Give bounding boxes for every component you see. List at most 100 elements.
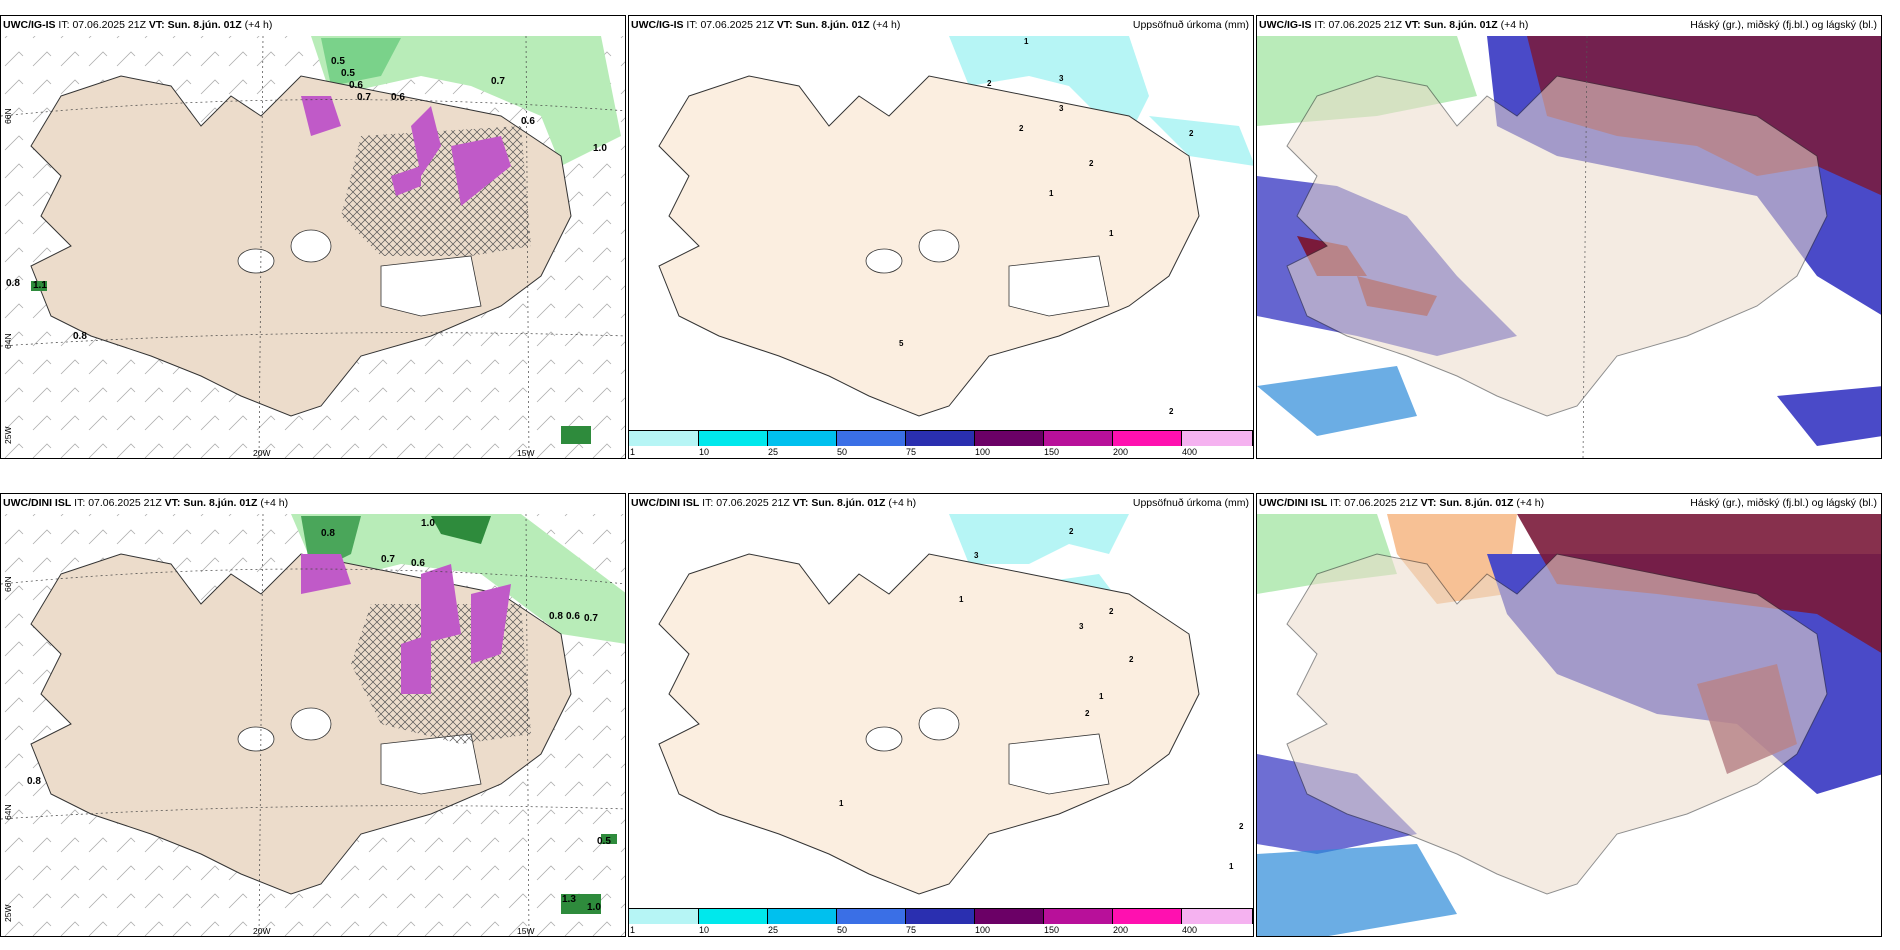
vis-value: 0.8 [27, 776, 41, 787]
colorbar-tick: 25 [768, 925, 779, 935]
vis-value: 0.8 [73, 331, 87, 342]
colorbar-tick: 75 [906, 447, 917, 457]
precip-value: 2 [1085, 709, 1090, 718]
colorbar-swatch [1113, 430, 1182, 446]
precip-title: Uppsöfnuð úrkoma (mm) [1132, 19, 1249, 31]
colorbar-swatch [837, 430, 906, 446]
colorbar-swatch [837, 908, 906, 924]
precip-value: 2 [1169, 407, 1174, 416]
colorbar-tick: 100 [975, 447, 991, 457]
colorbar-swatch [629, 430, 699, 446]
precip-value: 3 [974, 551, 979, 560]
visibility-map: 0.5 0.5 0.6 0.7 0.6 0.7 0.6 1.0 0.8 1.1 … [1, 35, 625, 458]
vis-value: 0.7 [491, 76, 505, 87]
vis-value: 0.5 [331, 56, 345, 67]
lat-label: 66N [3, 108, 13, 124]
vis-value: 1.1 [33, 280, 47, 291]
colorbar-tick: 1 [630, 925, 636, 935]
cloud-map [1257, 514, 1881, 936]
colorbar-tick: 150 [1044, 447, 1060, 457]
lon-label: 20W [253, 448, 271, 458]
cloud-title: Háský (gr.), miðský (fj.bl.) og lágský (… [1690, 19, 1877, 31]
vis-value: 0.6 [521, 116, 535, 127]
colorbar-swatch [975, 430, 1044, 446]
lon-label: 15W [517, 448, 535, 458]
precip-value: 2 [1019, 124, 1024, 133]
precip-value: 2 [1239, 822, 1244, 831]
colorbar-swatch [1113, 908, 1182, 924]
lon-label: 20W [253, 926, 271, 936]
panel-header: UWC/IG-IS IT: 07.06.2025 21Z VT: Sun. 8.… [1259, 19, 1529, 31]
panel-header: UWC/DINI ISL IT: 07.06.2025 21Z VT: Sun.… [1259, 497, 1545, 509]
panel-precip-top: UWC/IG-IS IT: 07.06.2025 21Z VT: Sun. 8.… [628, 15, 1254, 459]
precip-value: 1 [1229, 862, 1234, 871]
vis-value: 0.6 [391, 92, 405, 103]
vis-value: 0.8 [549, 611, 563, 622]
colorbar-swatch [906, 430, 975, 446]
lat-label: 64N [3, 333, 13, 349]
vis-value: 0.6 [411, 558, 425, 569]
panel-header: UWC/IG-IS IT: 07.06.2025 21Z VT: Sun. 8.… [3, 19, 273, 31]
precip-title: Uppsöfnuð úrkoma (mm) [1132, 497, 1249, 509]
cloud-title: Háský (gr.), miðský (fj.bl.) og lágský (… [1690, 497, 1877, 509]
panel-clouds-top: UWC/IG-IS IT: 07.06.2025 21Z VT: Sun. 8.… [1256, 15, 1882, 459]
precip-value: 3 [1079, 622, 1084, 631]
colorbar-tick: 150 [1044, 925, 1060, 935]
vis-value: 0.8 [321, 528, 335, 539]
lat-label: 25W [3, 426, 13, 444]
precip-value: 2 [1089, 159, 1094, 168]
panel-clouds-bottom: UWC/DINI ISL IT: 07.06.2025 21Z VT: Sun.… [1256, 493, 1882, 937]
colorbar-tick: 200 [1113, 447, 1129, 457]
precip-value: 5 [899, 339, 904, 348]
precip-value: 1 [1099, 692, 1104, 701]
vis-value: 0.7 [381, 554, 395, 565]
colorbar-tick: 200 [1113, 925, 1129, 935]
panel-precip-bottom: UWC/DINI ISL IT: 07.06.2025 21Z VT: Sun.… [628, 493, 1254, 937]
precip-value: 1 [839, 799, 844, 808]
panel-visibility-top: UWC/IG-IS IT: 07.06.2025 21Z VT: Sun. 8.… [0, 15, 626, 459]
precip-colorbar: 1 10 25 50 75 100 150 200 400 [629, 430, 1253, 458]
vis-value: 0.7 [357, 92, 371, 103]
vis-value: 1.0 [593, 143, 607, 154]
vis-value: 0.5 [597, 836, 611, 847]
colorbar-swatch [1044, 908, 1113, 924]
colorbar-swatch [1044, 430, 1113, 446]
colorbar-swatch [1182, 430, 1253, 446]
vis-value: 0.5 [341, 68, 355, 79]
colorbar-swatch [906, 908, 975, 924]
colorbar-tick: 50 [837, 447, 848, 457]
precip-value: 1 [1024, 37, 1029, 46]
vis-value: 1.0 [421, 518, 435, 529]
precip-map: 3 2 1 2 3 1 2 2 1 2 1 [658, 514, 1244, 895]
precip-colorbar: 1 10 25 50 75 100 150 200 400 [629, 908, 1253, 936]
lon-label: 15W [517, 926, 535, 936]
lat-label: 66N [3, 576, 13, 592]
vis-value: 1.0 [587, 902, 601, 913]
colorbar-tick: 1 [630, 447, 636, 457]
precip-value: 2 [1109, 607, 1114, 616]
colorbar-tick: 10 [699, 925, 710, 935]
colorbar-swatch [768, 908, 837, 924]
vis-value: 0.6 [566, 611, 580, 622]
colorbar-swatch [699, 908, 768, 924]
precip-value: 1 [1109, 229, 1114, 238]
precip-value: 1 [959, 595, 964, 604]
colorbar-tick: 400 [1182, 925, 1198, 935]
precip-value: 3 [1059, 104, 1064, 113]
lat-label: 64N [3, 804, 13, 820]
vis-value: 0.7 [584, 613, 598, 624]
precip-value: 2 [1069, 527, 1074, 536]
colorbar-tick: 50 [837, 925, 848, 935]
colorbar-swatch [629, 908, 699, 924]
precip-value: 2 [987, 79, 992, 88]
colorbar-swatch [975, 908, 1044, 924]
colorbar-swatch [1182, 908, 1253, 924]
colorbar-swatch [699, 430, 768, 446]
precip-value: 3 [1059, 74, 1064, 83]
cloud-map [1257, 35, 1881, 458]
precip-map: 1 2 3 2 3 1 2 2 1 5 2 [658, 36, 1253, 417]
vis-value: 0.8 [6, 278, 20, 289]
precip-value: 2 [1129, 655, 1134, 664]
vis-value: 0.6 [349, 80, 363, 91]
colorbar-swatch [768, 430, 837, 446]
